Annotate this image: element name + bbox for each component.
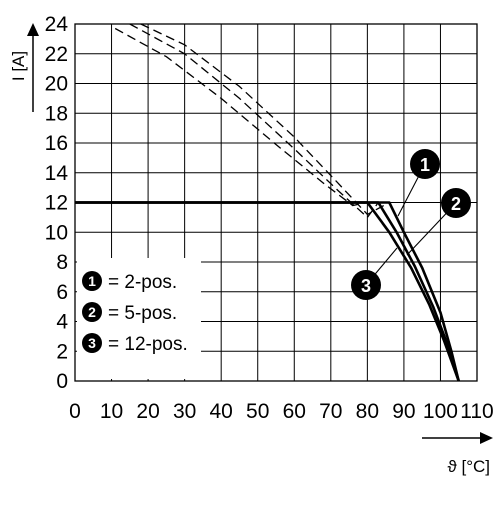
- x-tick-label-80: 80: [356, 400, 379, 423]
- legend-marker-label-2: 2: [88, 304, 96, 320]
- y-tick-label-24: 24: [45, 13, 69, 36]
- y-tick-label-12: 12: [45, 192, 68, 215]
- y-tick-label-20: 20: [45, 73, 68, 96]
- x-tick-label-60: 60: [283, 400, 306, 423]
- x-tick-label-30: 30: [173, 400, 196, 423]
- legend-marker-3: [82, 333, 102, 353]
- series-3-dashed-line: [114, 27, 368, 207]
- x-axis-label: ϑ [°C]: [447, 457, 490, 476]
- x-tick-label-20: 20: [136, 400, 159, 423]
- legend-marker-label-1: 1: [88, 273, 96, 289]
- callout-2-label: 2: [451, 194, 461, 214]
- series-1-solid-line: [75, 201, 460, 382]
- series-2: [75, 23, 460, 382]
- callout-3-circle: [351, 270, 381, 300]
- series-1-dashed-line: [140, 23, 390, 216]
- legend-marker-1: [82, 271, 102, 291]
- x-tick-label-100: 100: [423, 400, 458, 423]
- y-tick-label-4: 4: [56, 311, 68, 334]
- y-tick-label-16: 16: [45, 132, 68, 155]
- x-tick-label-50: 50: [246, 400, 269, 423]
- x-tick-label-0: 0: [69, 400, 81, 423]
- x-tick-label-110: 110: [460, 400, 493, 423]
- y-tick-label-22: 22: [45, 43, 68, 66]
- y-tick-label-0: 0: [56, 370, 68, 393]
- callout-1-circle: [410, 149, 440, 179]
- y-axis-label: I [A]: [9, 51, 28, 81]
- x-tick-label-90: 90: [392, 400, 415, 423]
- y-tick-label-2: 2: [56, 340, 68, 363]
- legend-marker-label-3: 3: [88, 335, 96, 351]
- legend-marker-2: [82, 302, 102, 322]
- x-axis-arrow-head-icon: [480, 432, 493, 444]
- series-1: [75, 23, 460, 382]
- y-tick-label-18: 18: [45, 102, 68, 125]
- y-axis-arrow-head-icon: [27, 23, 39, 36]
- x-tick-label-10: 10: [100, 400, 123, 423]
- callout-3-label: 3: [361, 276, 371, 296]
- x-tick-label-70: 70: [319, 400, 342, 423]
- legend-entry-3: = 12-pos.: [108, 334, 188, 355]
- legend-entry-2: = 5-pos.: [108, 303, 177, 324]
- y-tick-label-10: 10: [45, 221, 68, 244]
- x-tick-label-40: 40: [210, 400, 233, 423]
- callout-2-circle: [441, 188, 471, 218]
- series-2-dashed-line: [129, 23, 379, 219]
- series-3-solid-line: [75, 201, 460, 382]
- y-tick-label-14: 14: [45, 162, 69, 185]
- series-2-solid-line: [75, 201, 460, 382]
- y-tick-label-6: 6: [56, 281, 68, 304]
- series-3: [75, 27, 460, 382]
- y-tick-label-8: 8: [56, 251, 68, 274]
- callout-1-label: 1: [420, 155, 430, 175]
- legend-entry-1: = 2-pos.: [108, 272, 177, 293]
